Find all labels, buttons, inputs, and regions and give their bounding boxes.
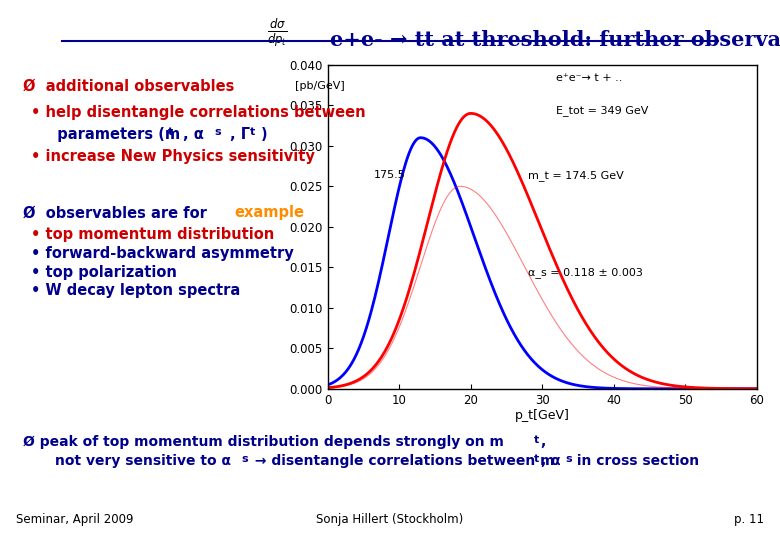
Text: not very sensitive to α: not very sensitive to α <box>55 454 231 468</box>
Text: Ø peak of top momentum distribution depends strongly on m: Ø peak of top momentum distribution depe… <box>23 435 505 449</box>
Text: Ø  additional observables: Ø additional observables <box>23 78 235 93</box>
Text: s: s <box>215 127 221 137</box>
Text: t: t <box>168 127 173 137</box>
Text: $\frac{d\sigma}{dp_t}$: $\frac{d\sigma}{dp_t}$ <box>268 16 288 49</box>
Text: • forward-backward asymmetry: • forward-backward asymmetry <box>31 246 294 261</box>
Text: example: example <box>234 205 304 220</box>
Text: , α: , α <box>541 454 560 468</box>
Text: t: t <box>250 127 255 137</box>
Text: p. 11: p. 11 <box>735 514 764 526</box>
Text: in cross section: in cross section <box>572 454 699 468</box>
Text: s: s <box>242 454 248 464</box>
Text: Seminar, April 2009: Seminar, April 2009 <box>16 514 133 526</box>
Text: , α: , α <box>183 127 204 142</box>
Text: ): ) <box>261 127 268 142</box>
Text: • top momentum distribution: • top momentum distribution <box>31 227 275 242</box>
Text: e+e-: e+e- <box>330 30 390 50</box>
Text: Ø  observables are for: Ø observables are for <box>23 205 212 220</box>
Text: ,: , <box>541 435 546 449</box>
Text: parameters (m: parameters (m <box>47 127 180 142</box>
Text: s: s <box>566 454 572 464</box>
Text: Sonja Hillert (Stockholm): Sonja Hillert (Stockholm) <box>317 514 463 526</box>
Text: m_t = 174.5 GeV: m_t = 174.5 GeV <box>528 170 623 181</box>
Text: e⁺e⁻→ t + ..: e⁺e⁻→ t + .. <box>556 73 622 83</box>
Text: E_tot = 349 GeV: E_tot = 349 GeV <box>556 105 649 116</box>
Text: • increase New Physics sensitivity: • increase New Physics sensitivity <box>31 148 315 164</box>
Text: α_s = 0.118 ± 0.003: α_s = 0.118 ± 0.003 <box>528 267 643 278</box>
Text: • W decay lepton spectra: • W decay lepton spectra <box>31 284 240 299</box>
Text: • top polarization: • top polarization <box>31 265 177 280</box>
Text: 175.5: 175.5 <box>374 170 406 180</box>
Text: → tt at threshold: further observables: → tt at threshold: further observables <box>390 30 780 50</box>
X-axis label: p_t[GeV]: p_t[GeV] <box>515 409 569 422</box>
Text: [pb/GeV]: [pb/GeV] <box>296 81 346 91</box>
Text: t: t <box>534 454 540 464</box>
Text: • help disentangle correlations between: • help disentangle correlations between <box>31 105 366 120</box>
Text: → disentangle correlations between m: → disentangle correlations between m <box>250 454 554 468</box>
Text: t: t <box>534 435 540 445</box>
Text: , Γ: , Γ <box>230 127 250 142</box>
